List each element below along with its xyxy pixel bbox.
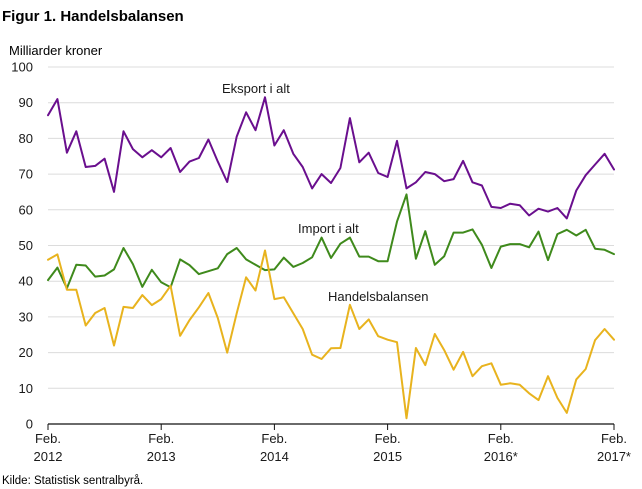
y-tick-label: 0 <box>26 417 33 432</box>
y-tick-label: 20 <box>19 345 33 360</box>
x-tick-label-month: Feb. <box>35 431 61 446</box>
y-tick-label: 100 <box>11 60 33 75</box>
x-tick-label-year: 2016* <box>484 449 518 464</box>
x-tick-label-month: Feb. <box>488 431 514 446</box>
x-tick-label-year: 2017* <box>597 449 631 464</box>
y-tick-label: 90 <box>19 95 33 110</box>
gridlines <box>48 66 614 425</box>
x-tick-labels: Feb. 2012 Feb. 2013 Feb. 2014 Feb. 2015 Feb. 2016… <box>34 424 631 464</box>
x-tick-label-month: Feb. <box>375 431 401 446</box>
x-tick-label-year: 2014 <box>260 449 289 464</box>
y-axis-unit-label: Milliarder kroner <box>9 43 103 58</box>
y-tick-label: 30 <box>19 309 33 324</box>
series-label-eksport: Eksport i alt <box>222 81 290 96</box>
series-label-import: Import i alt <box>298 221 359 236</box>
series-label-handelsbalansen: Handelsbalansen <box>328 289 428 304</box>
y-tick-label: 50 <box>19 238 33 253</box>
x-tick-label-month: Feb. <box>601 431 627 446</box>
x-tick-label-year: 2013 <box>147 449 176 464</box>
y-tick-label: 60 <box>19 202 33 217</box>
y-tick-label: 80 <box>19 131 33 146</box>
y-tick-label: 40 <box>19 274 33 289</box>
y-tick-label: 70 <box>19 167 33 182</box>
x-tick-label-year: 2012 <box>34 449 63 464</box>
x-tick-label-month: Feb. <box>148 431 174 446</box>
series-line-eksport <box>47 96 615 220</box>
x-tick-label-month: Feb. <box>261 431 287 446</box>
chart-title: Figur 1. Handelsbalansen <box>2 8 184 25</box>
y-tick-labels: 0 10 20 30 40 50 60 70 80 90 100 <box>11 60 33 432</box>
series-line-handelsbalansen <box>47 249 615 420</box>
y-tick-label: 10 <box>19 381 33 396</box>
series-line-import <box>47 193 615 290</box>
x-tick-label-year: 2015 <box>373 449 402 464</box>
series-lines <box>47 96 615 420</box>
source-note: Kilde: Statistisk sentralbyrå. <box>2 475 143 487</box>
